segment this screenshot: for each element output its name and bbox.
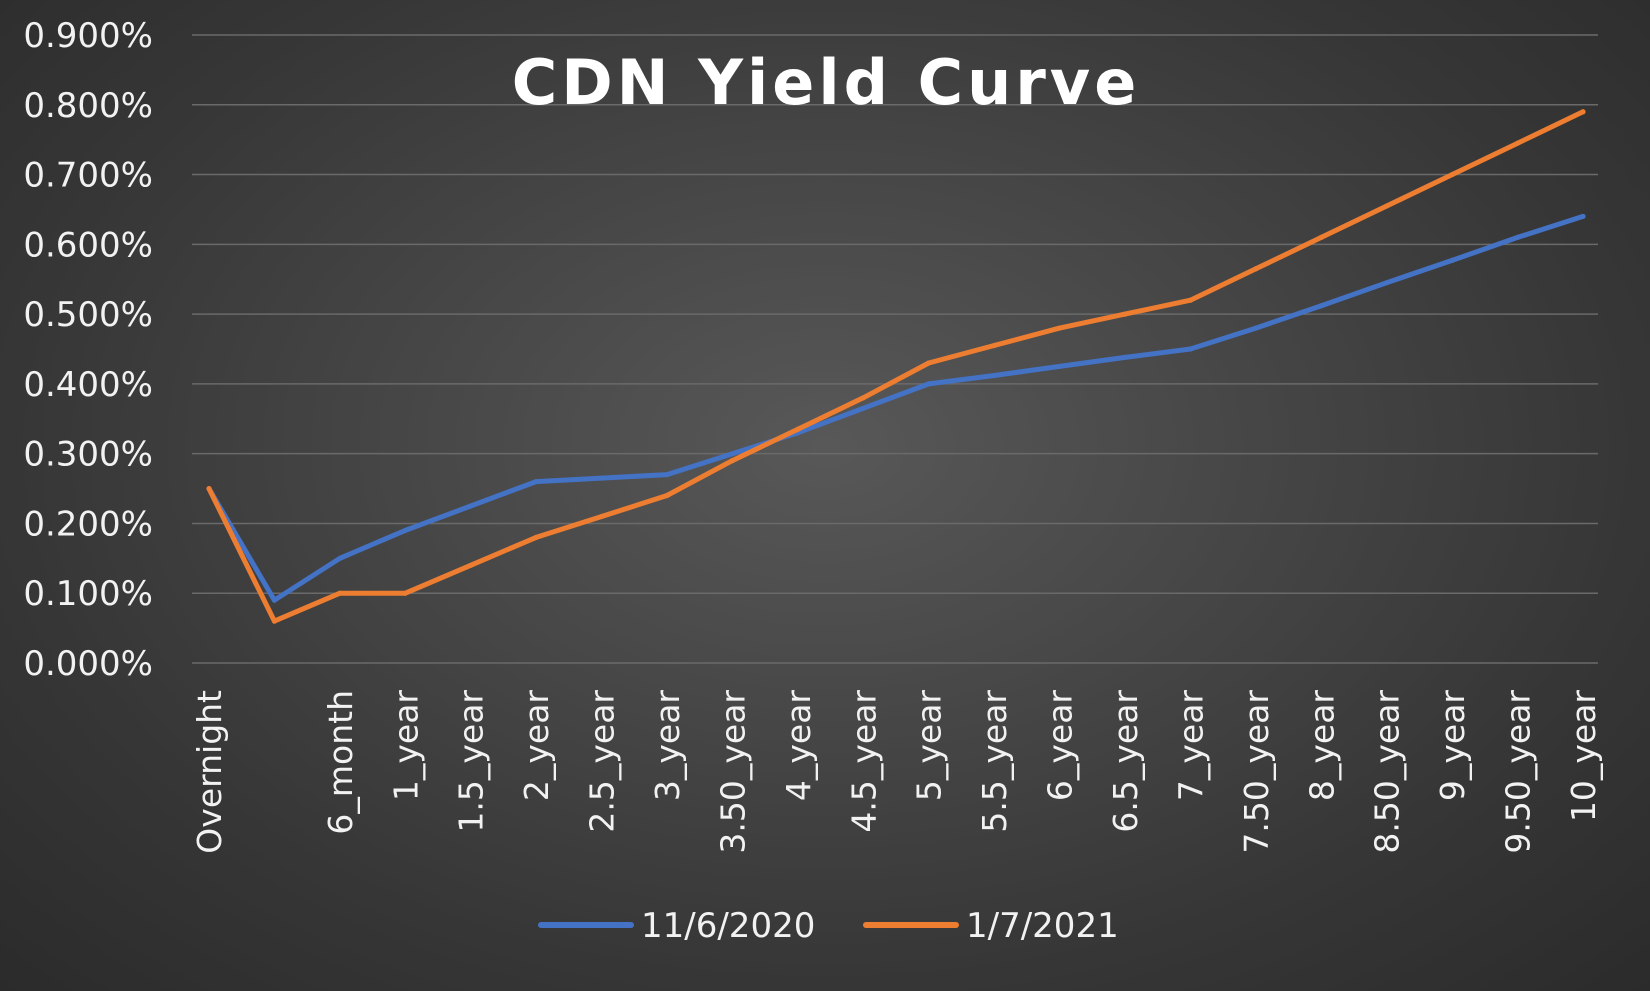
data-point: [337, 555, 343, 561]
y-tick-label: 0.000%: [23, 644, 153, 684]
series-line-2: [206, 109, 1586, 624]
x-tick-label: 5.5_year: [975, 690, 1014, 833]
data-point: [1384, 280, 1390, 286]
data-point: [1122, 311, 1128, 317]
x-tick-label: 10_year: [1564, 690, 1603, 823]
data-point: [1580, 213, 1586, 220]
data-point: [1449, 171, 1455, 178]
data-point: [1122, 354, 1128, 360]
data-point: [402, 527, 408, 534]
data-point: [271, 597, 278, 603]
data-point: [1253, 266, 1259, 272]
data-point: [1449, 257, 1455, 263]
data-point: [468, 562, 474, 568]
data-point: [1514, 140, 1521, 146]
x-tick-label: 4.5_year: [844, 690, 883, 833]
x-tick-label: 9.50_year: [1499, 690, 1538, 854]
y-tick-label: 0.400%: [23, 365, 153, 405]
x-tick-label: 5_year: [910, 690, 949, 802]
data-point: [1318, 234, 1324, 240]
chart-title: CDN Yield Curve: [512, 46, 1141, 119]
gridlines: [192, 34, 1598, 664]
x-axis-tick-labels: Overnight 6_month 1_year 1.5_year 2_year 2.5_…: [190, 690, 1603, 854]
x-tick-label: 7_year: [1171, 690, 1210, 802]
x-tick-label: 6_month: [321, 690, 360, 835]
x-tick-label: 2_year: [517, 690, 556, 802]
x-tick-label: 9_year: [1433, 690, 1472, 802]
series-lines: [206, 109, 1586, 624]
legend: 11/6/2020 1/7/2021: [538, 906, 1119, 946]
data-point: [1318, 303, 1324, 309]
x-tick-label: 3.50_year: [713, 690, 752, 854]
data-point: [468, 503, 474, 509]
x-tick-label: 3_year: [648, 690, 687, 802]
data-point: [860, 395, 866, 401]
series-line-1: [206, 213, 1586, 603]
y-tick-label: 0.800%: [23, 86, 153, 126]
data-point: [926, 381, 932, 387]
x-tick-label: 7.50_year: [1237, 690, 1276, 854]
data-point: [1580, 109, 1586, 115]
y-tick-label: 0.600%: [23, 225, 153, 265]
data-point: [991, 372, 997, 379]
y-tick-label: 0.300%: [23, 435, 153, 475]
data-point: [533, 478, 539, 485]
x-tick-label: Overnight: [190, 690, 229, 854]
data-point: [1056, 363, 1063, 370]
legend-label: 11/6/2020: [641, 906, 815, 946]
x-tick-label: 4_year: [779, 690, 818, 802]
y-tick-label: 0.200%: [23, 504, 153, 544]
data-point: [533, 534, 539, 541]
y-tick-label: 0.700%: [23, 156, 153, 196]
data-point: [1187, 297, 1194, 303]
data-point: [206, 485, 212, 492]
x-tick-label: 6_year: [1041, 690, 1080, 802]
data-point: [402, 590, 408, 596]
x-tick-label: 2.5_year: [583, 690, 622, 833]
data-point: [337, 590, 343, 596]
data-point: [664, 472, 670, 478]
data-point: [860, 405, 866, 411]
data-point: [729, 458, 736, 464]
y-tick-label: 0.900%: [23, 16, 153, 56]
data-point: [1384, 203, 1390, 209]
x-tick-label: 1.5_year: [452, 690, 491, 833]
x-tick-label: 6.5_year: [1106, 690, 1145, 833]
x-tick-label: 8_year: [1302, 690, 1341, 802]
data-point: [1514, 234, 1521, 240]
x-tick-label: 1_year: [386, 690, 425, 802]
y-tick-label: 0.100%: [23, 574, 153, 614]
data-point: [1056, 325, 1063, 331]
data-point: [729, 451, 736, 457]
data-point: [1253, 325, 1259, 331]
data-point: [926, 360, 932, 366]
data-point: [271, 618, 278, 624]
legend-label: 1/7/2021: [966, 906, 1119, 946]
data-point: [598, 513, 605, 520]
y-tick-label: 0.500%: [23, 295, 153, 335]
data-point: [991, 342, 997, 349]
data-point: [664, 492, 670, 499]
x-tick-label: 8.50_year: [1368, 690, 1407, 854]
data-point: [795, 426, 801, 432]
y-axis-tick-labels: 0.000% 0.100% 0.200% 0.300% 0.400% 0.500% 0.60…: [23, 16, 153, 684]
data-point: [598, 475, 605, 481]
data-point: [1187, 346, 1194, 352]
